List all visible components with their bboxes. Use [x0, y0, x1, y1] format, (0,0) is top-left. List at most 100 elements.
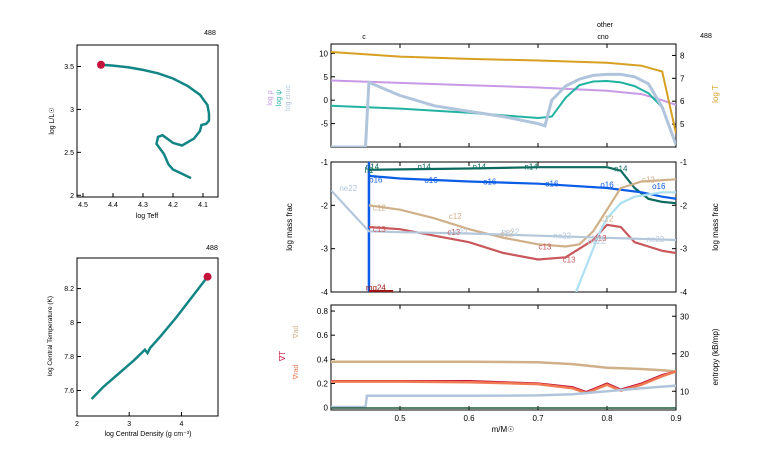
- hr-xtick-label: 4.5: [78, 202, 88, 209]
- profile-gradient-frame: [330, 304, 677, 411]
- profile-ytick-label-left: -4: [321, 288, 329, 297]
- label-log-T: log T: [711, 85, 720, 103]
- profile-ytick-label-left: -5: [321, 120, 329, 129]
- profile-ytick-label-right: 8: [680, 51, 685, 60]
- profile-ytick-label-right: -1: [680, 158, 688, 167]
- species-label: ne22: [502, 227, 520, 236]
- profile-ytick-label-left: 10: [319, 49, 328, 58]
- hr-ytick-label: 2.5: [64, 150, 74, 157]
- hr-ylabel: log L/L☉: [48, 107, 56, 134]
- profile-gradient-ticks: 0.5 0.6 0.7 0.8 0.9 0 0.2 0.4 0.6 0.8 10 20 30: [317, 305, 689, 423]
- profile-ytick-label-left: -2: [321, 201, 329, 210]
- hr-ticks: 4.5 4.4 4.3 4.2 4.1 2 2.5 3 3.5: [64, 64, 208, 209]
- profile-ytick-label-right: 5: [680, 120, 685, 129]
- label-log-eps-nuc: log εnuc: [285, 85, 292, 111]
- species-label: n14: [366, 162, 380, 171]
- profile-ytick-label-right: -2: [680, 201, 688, 210]
- species-label: c12: [500, 230, 513, 239]
- species-label: c13: [447, 228, 460, 237]
- log-eps-nuc-line: [331, 72, 676, 147]
- profile-abundance-lines: [331, 162, 676, 292]
- profile-ytick-label-right: 6: [680, 97, 685, 106]
- trho-xtick-label: 3: [127, 421, 131, 428]
- trho-xlabel: log Central Density (g cm⁻³): [105, 431, 192, 438]
- profile-ytick-label-left: 0.4: [317, 355, 329, 364]
- hr-model-number: 488: [204, 30, 216, 37]
- hr-xtick-label: 4.2: [168, 202, 178, 209]
- profile-model-number: 488: [700, 33, 712, 40]
- trho-xtick-label: 2: [75, 421, 79, 428]
- profile-ytick-label-left: 0: [324, 404, 329, 413]
- label-entropy: entropy (kB/mp): [711, 328, 720, 385]
- trho-xtick-label: 4: [179, 421, 183, 428]
- hr-current-point: [97, 60, 105, 69]
- hr-xtick-label: 4.1: [198, 202, 208, 209]
- species-label: n14: [524, 162, 538, 171]
- label-grad-ad: ∇ad: [292, 326, 300, 340]
- grad-ad-line: [331, 360, 676, 373]
- species-label: n14: [473, 162, 487, 171]
- abundance-ylabel-left: log mass frac: [285, 203, 294, 251]
- label-log-rho: log ρ: [267, 90, 274, 105]
- species-label: o16: [652, 182, 666, 191]
- profile-panel: 488 c other cno -5 0 5 10 5 6 7 8 log ρ log ψ l…: [267, 22, 720, 434]
- abundance-ylabel-right: log mass frac: [711, 203, 720, 251]
- profile-top-frame: [330, 43, 677, 148]
- hr-ytick-label: 3.5: [64, 64, 74, 71]
- profile-ytick-label-left: -1: [321, 158, 329, 167]
- profile-ytick-label-right: 20: [680, 350, 689, 359]
- hr-ytick-label: 3: [70, 107, 74, 114]
- hr-ytick-label: 2: [70, 193, 74, 200]
- log-psi-line: [331, 79, 676, 146]
- h1-abundance-line: [368, 166, 676, 205]
- profile-ytick-label-right: -4: [680, 288, 688, 297]
- species-label: o16: [369, 175, 383, 184]
- species-label: c12: [642, 175, 655, 184]
- label-grad-rad: ∇rad: [292, 364, 300, 380]
- hr-xlabel: log Teff: [136, 213, 158, 220]
- species-label: ne22: [553, 232, 571, 241]
- species-label: h1: [364, 166, 373, 175]
- profile-xtick-label: 0.6: [463, 414, 475, 423]
- profile-top-left-labels: log ρ log ψ log εnuc: [267, 85, 292, 111]
- trho-ytick-label: 8.2: [64, 286, 74, 293]
- hr-xtick-label: 4.4: [108, 202, 118, 209]
- species-label: c12: [601, 214, 614, 223]
- trho-ticks: 2 3 4 7.6 7.8 8 8.2: [64, 286, 183, 428]
- trho-panel: 488 2 3 4 7.6 7.8 8 8.2 log Central Density (g…: [47, 245, 219, 438]
- o16-abundance-line: [574, 191, 676, 292]
- he4-abundance-line: [368, 174, 676, 200]
- trho-current-point: [203, 272, 212, 281]
- species-label: c12: [373, 204, 386, 213]
- profile-top-ticks: -5 0 5 10 5 6 7 8: [319, 44, 685, 147]
- profile-ytick-label-left: 0.6: [317, 331, 329, 340]
- trho-ytick-label: 7.6: [64, 388, 74, 395]
- burning-label-c: c: [362, 34, 366, 41]
- trho-ytick-label: 8: [70, 320, 74, 327]
- profile-ytick-label-right: 10: [680, 387, 689, 396]
- profile-ytick-label-left: 0: [324, 96, 329, 105]
- species-label: o16: [483, 178, 497, 187]
- trho-track: [90, 275, 209, 400]
- trho-model-number: 488: [206, 245, 218, 252]
- species-label: c12: [449, 212, 462, 221]
- trho-ylabel: log Central Temperature (K): [47, 296, 54, 376]
- species-label: ne22: [646, 235, 664, 244]
- hr-panel: 488 4.5 4.4 4.3 4.2 4.1 2 2.5 3 3.5 log Teff log…: [48, 30, 219, 220]
- profile-abundance-frame: [330, 161, 677, 293]
- species-label: c13: [538, 243, 551, 252]
- profile-xtick-label: 0.5: [394, 414, 406, 423]
- profile-ytick-label-right: -3: [680, 245, 688, 254]
- label-grad-T: ∇T: [278, 351, 287, 362]
- burning-label-other: other: [597, 22, 614, 29]
- hr-frame: [76, 44, 219, 198]
- species-label: n14: [417, 162, 431, 171]
- ne22-abundance-line: [331, 189, 676, 242]
- trho-ytick-label: 7.8: [64, 354, 74, 361]
- profile-xtick-label: 0.7: [532, 414, 544, 423]
- species-label: o16: [545, 180, 559, 189]
- species-label: c13: [563, 256, 576, 265]
- profile-xtick-label: 0.9: [670, 414, 682, 423]
